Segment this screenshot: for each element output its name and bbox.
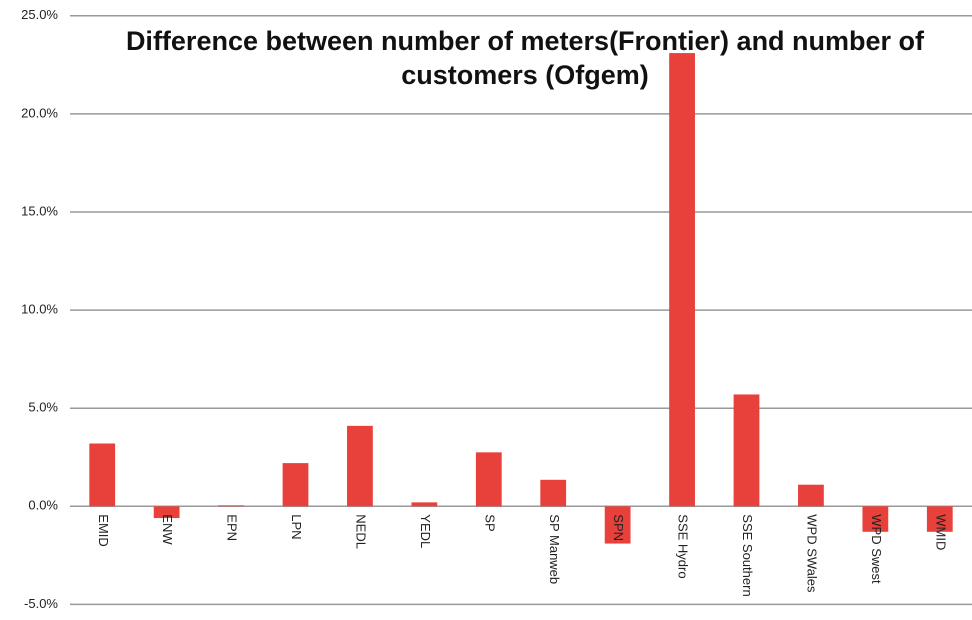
y-tick-label: 25.0%: [21, 7, 58, 22]
x-tick-label: SPN: [611, 514, 626, 541]
bar: [89, 443, 116, 507]
x-tick-label: WPD Swest: [869, 514, 884, 584]
bar: [798, 484, 824, 507]
x-tick-label: ENW: [160, 514, 175, 545]
bar: [604, 506, 631, 544]
x-tick-label: EPN: [225, 514, 240, 541]
chart-title: Difference between number of meters(Fron…: [125, 26, 925, 90]
y-tick-label: -5.0%: [24, 596, 58, 611]
bar: [153, 506, 180, 519]
y-tick-label: 20.0%: [21, 105, 58, 120]
bar: [347, 425, 373, 507]
x-tick-label: YEDL: [418, 514, 433, 548]
y-tick-label: 15.0%: [21, 203, 58, 218]
bar: [218, 505, 244, 507]
x-tick-label: LPN: [289, 514, 304, 539]
bar: [733, 394, 760, 507]
x-tick-label: WPD SWales: [804, 514, 819, 593]
x-tick-label: WMID: [933, 514, 948, 550]
bar: [926, 506, 953, 532]
x-tick-label: SSE Hydro: [676, 514, 691, 578]
bar: [411, 502, 438, 507]
x-tick-label: SP: [482, 514, 497, 531]
bar: [282, 463, 309, 507]
x-tick-label: NEDL: [353, 514, 368, 549]
x-tick-label: SSE Southern: [740, 514, 755, 596]
x-tick-label: EMID: [96, 514, 111, 547]
bar: [475, 452, 502, 507]
bar: [669, 53, 695, 507]
y-tick-label: 0.0%: [28, 498, 58, 513]
y-tick-label: 10.0%: [21, 302, 58, 317]
bar: [540, 479, 567, 507]
y-tick-label: 5.0%: [28, 400, 58, 415]
bar: [862, 506, 889, 532]
x-tick-label: SP Manweb: [547, 514, 562, 584]
